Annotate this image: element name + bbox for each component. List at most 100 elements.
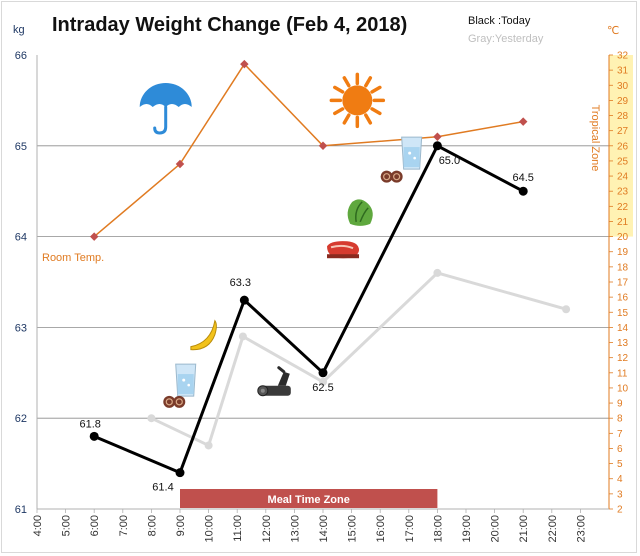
right-tick-label: 9 (617, 399, 623, 410)
right-axis-unit: ℃ (607, 25, 620, 37)
yesterday-point (204, 441, 213, 450)
x-tick-label: 20:00 (490, 515, 502, 543)
x-tick-label: 15:00 (347, 515, 359, 543)
right-tick-label: 6 (617, 444, 623, 455)
today-point (239, 295, 249, 305)
room-temp-point (240, 59, 249, 69)
x-tick-label: 4:00 (32, 515, 44, 536)
left-tick-label: 62 (15, 413, 27, 425)
today-point (175, 468, 185, 478)
today-data-label: 62.5 (312, 382, 333, 394)
x-tick-label: 11:00 (232, 515, 244, 542)
x-tick-label: 17:00 (404, 515, 416, 543)
today-point (432, 141, 442, 151)
right-tick-label: 12 (617, 353, 629, 364)
x-tick-label: 12:00 (261, 515, 273, 543)
left-axis-unit: kg (13, 24, 25, 36)
yesterday-point (562, 305, 571, 314)
right-tick-label: 4 (617, 474, 623, 485)
x-tick-label: 16:00 (375, 515, 387, 543)
meal-time-zone-label: Meal Time Zone (268, 494, 350, 506)
x-tick-label: 22:00 (547, 515, 559, 543)
right-tick-label: 16 (617, 293, 629, 304)
right-tick-label: 26 (617, 141, 629, 152)
tropical-zone-label: Tropical Zone (589, 105, 601, 172)
yesterday-point (319, 377, 327, 386)
room-temp-line (93, 63, 524, 238)
legend-today: Black :Today (468, 15, 531, 27)
x-tick-label: 8:00 (146, 515, 158, 536)
right-tick-label: 3 (617, 489, 623, 500)
right-tick-label: 2 (617, 505, 623, 516)
x-tick-label: 18:00 (432, 515, 444, 543)
x-tick-label: 5:00 (61, 515, 73, 536)
room-temp-point (433, 132, 442, 141)
right-tick-label: 22 (617, 202, 629, 213)
banana-icon (190, 319, 217, 351)
right-tick-label: 23 (617, 187, 629, 198)
cookie-icon (163, 395, 186, 408)
right-tick-label: 31 (617, 66, 629, 77)
today-data-label: 65.0 (439, 155, 460, 167)
left-tick-label: 66 (15, 50, 27, 62)
today-line (93, 144, 524, 475)
left-tick-label: 61 (15, 504, 27, 516)
today-point (89, 431, 99, 441)
yesterday-point (238, 332, 247, 341)
x-tick-label: 19:00 (461, 515, 473, 543)
right-tick-label: 19 (617, 247, 629, 258)
left-tick-label: 64 (15, 232, 27, 244)
room-temp-point (518, 117, 528, 126)
right-tick-label: 7 (617, 429, 623, 440)
water-glass-icon (175, 363, 197, 397)
x-tick-label: 13:00 (289, 515, 301, 543)
right-tick-label: 20 (617, 232, 629, 243)
left-tick-label: 65 (15, 141, 27, 153)
chart-title: Intraday Weight Change (Feb 4, 2018) (52, 14, 408, 36)
today-point (518, 186, 528, 196)
room-temp-point (175, 159, 185, 169)
left-tick-label: 63 (15, 322, 27, 334)
today-point (318, 368, 328, 378)
sun-icon (329, 72, 386, 129)
right-tick-label: 24 (617, 172, 629, 183)
today-data-label: 61.8 (79, 418, 100, 430)
yesterday-line (150, 271, 567, 447)
right-tick-label: 28 (617, 111, 629, 122)
right-tick-label: 15 (617, 308, 629, 319)
room-temp-point (318, 141, 328, 151)
right-tick-label: 27 (617, 126, 629, 137)
right-tick-label: 25 (617, 156, 629, 167)
right-tick-label: 30 (617, 81, 629, 92)
meat-icon (327, 241, 360, 259)
right-tick-label: 5 (617, 459, 623, 470)
x-tick-label: 6:00 (89, 515, 101, 536)
log-icon (257, 366, 291, 397)
right-tick-label: 13 (617, 338, 629, 349)
room-temp-point (89, 232, 99, 241)
today-data-label: 64.5 (512, 172, 533, 184)
today-data-label: 61.4 (152, 482, 173, 494)
x-tick-label: 9:00 (175, 515, 187, 536)
right-tick-label: 11 (617, 368, 628, 379)
today-data-label: 63.3 (230, 277, 251, 289)
right-tick-label: 29 (617, 96, 629, 107)
right-tick-label: 21 (617, 217, 629, 228)
x-tick-label: 10:00 (204, 515, 216, 543)
right-tick-label: 17 (617, 278, 629, 289)
water-glass-icon (401, 136, 423, 170)
right-tick-label: 8 (617, 414, 623, 425)
right-tick-label: 18 (617, 262, 629, 273)
legend-yesterday: Gray:Yesterday (468, 33, 544, 45)
umbrella-icon (139, 82, 192, 135)
x-tick-label: 14:00 (318, 515, 330, 543)
lettuce-icon (347, 199, 373, 226)
yesterday-point (433, 268, 442, 277)
x-tick-label: 21:00 (518, 515, 530, 543)
right-tick-label: 14 (617, 323, 629, 334)
x-tick-label: 7:00 (118, 515, 130, 536)
x-tick-label: 23:00 (575, 515, 587, 543)
yesterday-point (147, 414, 156, 423)
